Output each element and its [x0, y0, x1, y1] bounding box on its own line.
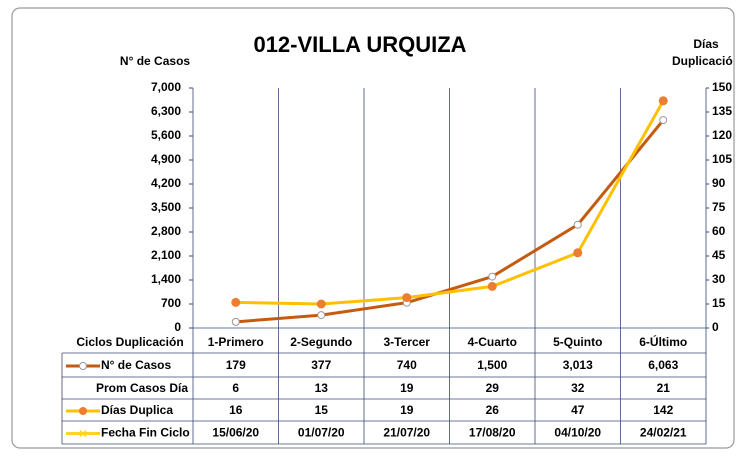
y2-tick-label: 15: [712, 296, 726, 310]
table-cell: 17/08/20: [469, 426, 516, 440]
y2-tick-label: 30: [712, 272, 726, 286]
table-cell: 6,063: [648, 358, 678, 372]
y-tick-label: 0: [174, 320, 181, 334]
data-point: [402, 293, 412, 303]
table-cell: 29: [486, 381, 500, 395]
y-tick-label: 2,100: [151, 248, 181, 262]
table-cell: 47: [571, 403, 585, 417]
x-tick-label: 3-Tercer: [384, 335, 431, 349]
y-tick-label: 6,300: [151, 104, 181, 118]
table-cell: 01/07/20: [298, 426, 345, 440]
series-line: [235, 100, 665, 306]
y-tick-label: 4,200: [151, 176, 181, 190]
data-point: [316, 299, 326, 309]
table-cell: 21: [657, 381, 671, 395]
table-cell: 377: [311, 358, 331, 372]
y-tick-label: 2,800: [151, 224, 181, 238]
table-cell: 32: [571, 381, 585, 395]
data-point: [231, 297, 241, 307]
y-tick-label: 5,600: [151, 128, 181, 142]
data-point: [658, 96, 668, 106]
x-tick-label: 5-Quinto: [553, 335, 602, 349]
legend-marker: [79, 362, 87, 370]
y2-tick-label: 0: [712, 320, 719, 334]
table-cell: 15/06/20: [212, 426, 259, 440]
y2-tick-label: 60: [712, 224, 726, 238]
y-tick-label: 1,400: [151, 272, 181, 286]
series-line: [235, 119, 665, 324]
y2-tick-label: 120: [712, 128, 732, 142]
y2-tick-label: 135: [712, 104, 732, 118]
table-cell: 19: [400, 381, 414, 395]
table-cell: 13: [315, 381, 329, 395]
y-axis-label: N° de Casos: [120, 54, 190, 68]
table-cell: 6: [232, 381, 239, 395]
x-tick-label: 6-Último: [639, 334, 687, 349]
table-cell: 21/07/20: [383, 426, 430, 440]
data-point: [573, 248, 583, 258]
data-point: [573, 220, 582, 229]
y2-tick-label: 150: [712, 80, 732, 94]
y2-tick-label: 105: [712, 152, 732, 166]
data-point: [317, 311, 326, 320]
table-cell: 740: [397, 358, 417, 372]
table-cell: 04/10/20: [554, 426, 601, 440]
table-cell: 179: [226, 358, 246, 372]
y2-axis-label: Días: [693, 37, 719, 51]
table-cell: 19: [400, 403, 414, 417]
table-cell: 3,013: [563, 358, 593, 372]
table-cell: 24/02/21: [640, 426, 687, 440]
y-tick-label: 3,500: [151, 200, 181, 214]
data-point: [487, 281, 497, 291]
y2-tick-label: 90: [712, 176, 726, 190]
legend-marker: [79, 407, 87, 415]
legend-label: N° de Casos: [101, 358, 171, 372]
chart-frame: [11, 7, 735, 449]
chart-title: 012-VILLA URQUIZA: [253, 32, 466, 57]
x-tick-label: 4-Cuarto: [468, 335, 517, 349]
y2-axis-label: Duplicació: [672, 54, 733, 68]
table-cell: 26: [486, 403, 500, 417]
data-point: [488, 272, 497, 281]
legend-label: Días Duplica: [101, 403, 173, 417]
data-point: [231, 317, 240, 326]
y2-tick-label: 45: [712, 248, 726, 262]
table-cell: 15: [315, 403, 329, 417]
y-tick-label: 7,000: [151, 80, 181, 94]
table-cell: 1,500: [477, 358, 507, 372]
y-tick-label: 4,900: [151, 152, 181, 166]
y-tick-label: 700: [161, 296, 181, 310]
y2-tick-label: 75: [712, 200, 726, 214]
x-tick-label: 2-Segundo: [290, 335, 352, 349]
x-tick-label: 1-Primero: [208, 335, 264, 349]
legend-label: Prom Casos Día: [96, 381, 188, 395]
table-cell: 142: [653, 403, 673, 417]
legend-marker: [79, 429, 87, 438]
table-cell: 16: [229, 403, 243, 417]
legend-label: Fecha Fin Ciclo: [101, 426, 190, 440]
data-point: [659, 116, 668, 125]
table-header: Ciclos Duplicación: [76, 335, 183, 349]
